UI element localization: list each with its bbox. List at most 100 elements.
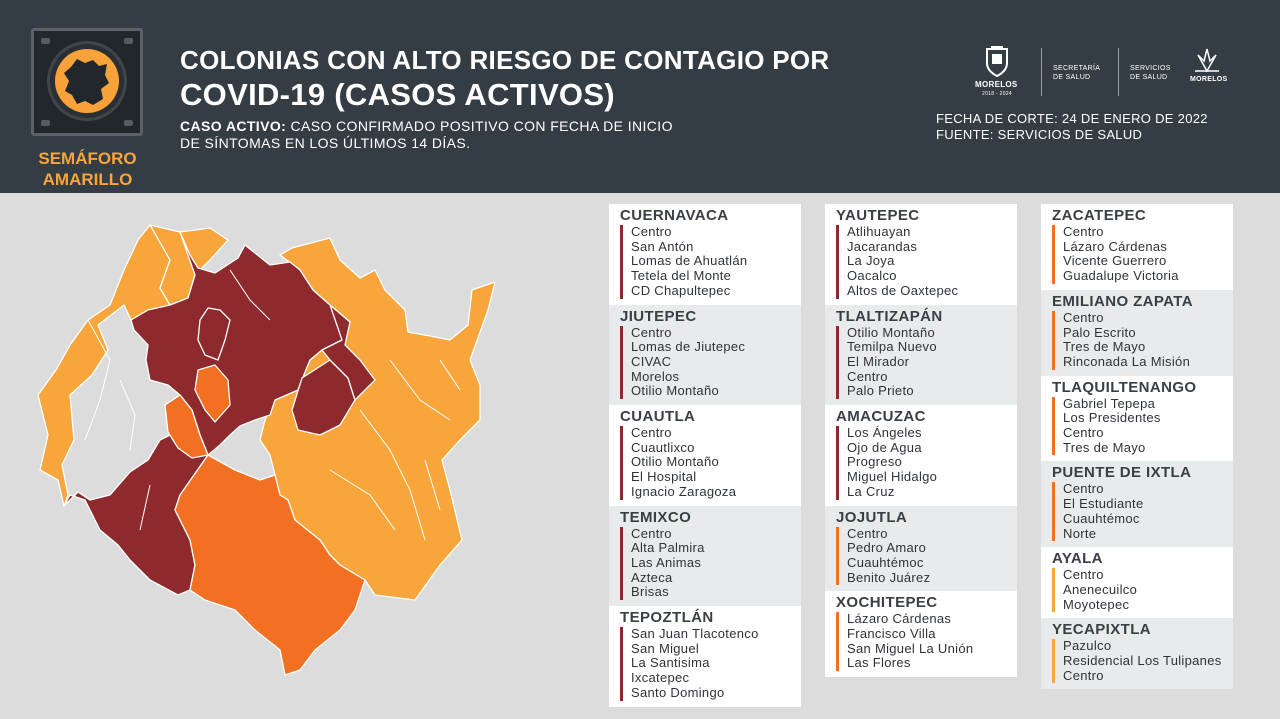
colonia-item: Centro: [1063, 309, 1104, 325]
colonias-list: Centro Anenecuilco Moyotepec: [1052, 567, 1233, 613]
municipio-name: TEPOZTLÁN: [620, 609, 714, 627]
title-line-2: COVID-19 (CASOS ACTIVOS): [180, 77, 615, 112]
colonias-list: Centro Palo Escrito Tres de Mayo Rincona…: [1052, 309, 1233, 370]
colonia-item: Centro: [847, 525, 888, 541]
municipio-card: TEPOZTLÁN San Juan Tlacotenco San Miguel…: [609, 606, 801, 707]
municipio-name: TLAQUILTENANGO: [1052, 378, 1197, 396]
colonia-item: Centro: [1063, 481, 1104, 497]
colonia-item: Residencial Los Tulipanes: [1063, 653, 1222, 669]
municipio-name: EMILIANO ZAPATA: [1052, 292, 1193, 310]
colonias-list: Centro Cuautlixco Otilio Montaño El Hosp…: [620, 425, 801, 500]
colonia-item: Rinconada La Misión: [1063, 353, 1191, 369]
municipio-card: TEMIXCO Centro Alta Palmira Las Animas A…: [609, 505, 801, 607]
colonia-item: CD Chapultepec: [631, 282, 731, 298]
colonia-item: Ignacio Zaragoza: [631, 483, 737, 499]
colonia-item: Pedro Amaro: [847, 540, 927, 556]
colonia-item: Otilio Montaño: [631, 454, 720, 470]
cutoff-date: FECHA DE CORTE: 24 DE ENERO DE 2022: [936, 111, 1208, 126]
colonia-item: Guadalupe Victoria: [1063, 268, 1179, 284]
morelos-logo-2-text: MORELOS: [1190, 76, 1228, 83]
morelos-flower-icon: [1195, 48, 1219, 73]
colonia-item: Palo Escrito: [1063, 324, 1136, 340]
municipio-name: YECAPIXTLA: [1052, 621, 1152, 639]
colonia-item: Lomas de Jiutepec: [631, 339, 746, 355]
colonia-item: Centro: [847, 368, 888, 384]
colonia-item: Centro: [631, 525, 672, 541]
list-column-1: CUERNAVACA Centro San Antón Lomas de Ahu…: [609, 204, 801, 707]
municipio-card: YAUTEPEC Atlihuayan Jacarandas La Joya O…: [825, 204, 1017, 305]
colonia-item: Palo Prieto: [847, 383, 914, 399]
municipio-name: XOCHITEPEC: [836, 594, 938, 612]
colonia-item: Centro: [631, 425, 672, 441]
colonia-item: San Miguel: [631, 640, 700, 656]
list-column-3: ZACATEPEC Centro Lázaro Cárdenas Vicente…: [1041, 204, 1233, 690]
colonia-item: Pazulco: [1063, 638, 1112, 654]
colonia-item: CIVAC: [631, 353, 672, 369]
colonia-item: Francisco Villa: [847, 626, 936, 642]
municipio-name: AYALA: [1052, 550, 1103, 568]
semaforo-line-2: AMARILLO: [42, 170, 133, 189]
municipio-card: CUERNAVACA Centro San Antón Lomas de Ahu…: [609, 204, 801, 305]
colonia-item: Miguel Hidalgo: [847, 469, 938, 485]
colonia-item: Santo Domingo: [631, 684, 725, 700]
colonia-item: Cuautlixco: [631, 439, 695, 455]
map-region-medium: [194, 364, 231, 423]
municipio-name: CUERNAVACA: [620, 207, 729, 224]
municipio-name: PUENTE DE IXTLA: [1052, 464, 1192, 482]
colonia-item: Progreso: [847, 454, 903, 470]
colonia-item: Otilio Montaño: [631, 383, 720, 399]
colonia-item: Norte: [1063, 525, 1097, 541]
report-meta: FECHA DE CORTE: 24 DE ENERO DE 2022 FUEN…: [936, 111, 1208, 143]
municipio-name: YAUTEPEC: [836, 207, 920, 224]
colonia-item: Azteca: [631, 569, 673, 585]
morelos-logo-years: 2018 - 2024: [982, 91, 1012, 97]
municipio-card: AYALA Centro Anenecuilco Moyotepec: [1041, 547, 1233, 619]
colonia-item: Brisas: [631, 584, 669, 600]
municipio-card: JIUTEPEC Centro Lomas de Jiutepec CIVAC …: [609, 304, 801, 406]
colonia-item: La Joya: [847, 253, 895, 269]
municipio-name: TEMIXCO: [620, 508, 692, 526]
colonia-item: La Cruz: [847, 483, 895, 499]
colonia-item: Anenecuilco: [1063, 581, 1138, 597]
municipio-name: CUAUTLA: [620, 408, 696, 426]
municipio-card: TLAQUILTENANGO Gabriel Tepepa Los Presid…: [1041, 375, 1233, 462]
colonia-item: Tres de Mayo: [1063, 439, 1146, 455]
municipio-card: ZACATEPEC Centro Lázaro Cárdenas Vicente…: [1041, 204, 1233, 290]
secretaria-line-1: SECRETARÍA: [1053, 65, 1101, 72]
colonia-item: Centro: [1063, 567, 1104, 583]
colonia-item: Los Presidentes: [1063, 410, 1161, 426]
colonia-item: El Mirador: [847, 353, 910, 369]
municipio-card: JOJUTLA Centro Pedro Amaro Cuauhtémoc Be…: [825, 505, 1017, 592]
municipio-card: AMACUZAC Los Ángeles Ojo de Agua Progres…: [825, 405, 1017, 506]
colonia-item: La Santisima: [631, 655, 710, 671]
servicios-line-1: SERVICIOS: [1130, 65, 1171, 72]
municipio-name: ZACATEPEC: [1052, 207, 1147, 224]
colonia-item: Cuauhtémoc: [847, 554, 924, 570]
colonia-item: El Hospital: [631, 469, 697, 485]
colonia-item: Moyotepec: [1063, 596, 1130, 612]
colonias-list: Centro Alta Palmira Las Animas Azteca Br…: [620, 525, 801, 601]
morelos-risk-map: [37, 224, 496, 676]
colonias-list: Centro Lomas de Jiutepec CIVAC Morelos O…: [620, 325, 801, 400]
definition-text: CASO CONFIRMADO POSITIVO CON FECHA DE IN…: [180, 118, 673, 151]
municipality-borders: [84, 269, 461, 541]
colonia-item: Lázaro Cárdenas: [847, 611, 952, 627]
traffic-light-icon: [31, 28, 143, 136]
colonias-list: Atlihuayan Jacarandas La Joya Oacalco Al…: [836, 224, 1017, 299]
colonia-item: Benito Juárez: [847, 569, 931, 585]
colonias-list: Gabriel Tepepa Los Presidentes Centro Tr…: [1052, 396, 1233, 456]
colonia-item: Cuauhtémoc: [1063, 510, 1140, 526]
colonias-list: Centro Pedro Amaro Cuauhtémoc Benito Juá…: [836, 525, 1017, 586]
municipio-card: TLALTIZAPÁN Otilio Montaño Temilpa Nuevo…: [825, 304, 1017, 406]
colonia-item: Oacalco: [847, 268, 897, 284]
colonia-item: Los Ángeles: [847, 425, 922, 441]
colonias-list: Centro El Estudiante Cuauhtémoc Norte: [1052, 481, 1233, 542]
colonia-item: Tres de Mayo: [1063, 339, 1146, 355]
colonia-item: El Estudiante: [1063, 496, 1144, 512]
municipio-card: PUENTE DE IXTLA Centro El Estudiante Cua…: [1041, 461, 1233, 548]
map-region-high: [197, 307, 231, 361]
colonias-list: Otilio Montaño Temilpa Nuevo El Mirador …: [836, 325, 1017, 400]
colonia-item: Altos de Oaxtepec: [847, 282, 959, 298]
colonia-item: Alta Palmira: [631, 540, 705, 556]
map-region-high: [321, 304, 376, 401]
